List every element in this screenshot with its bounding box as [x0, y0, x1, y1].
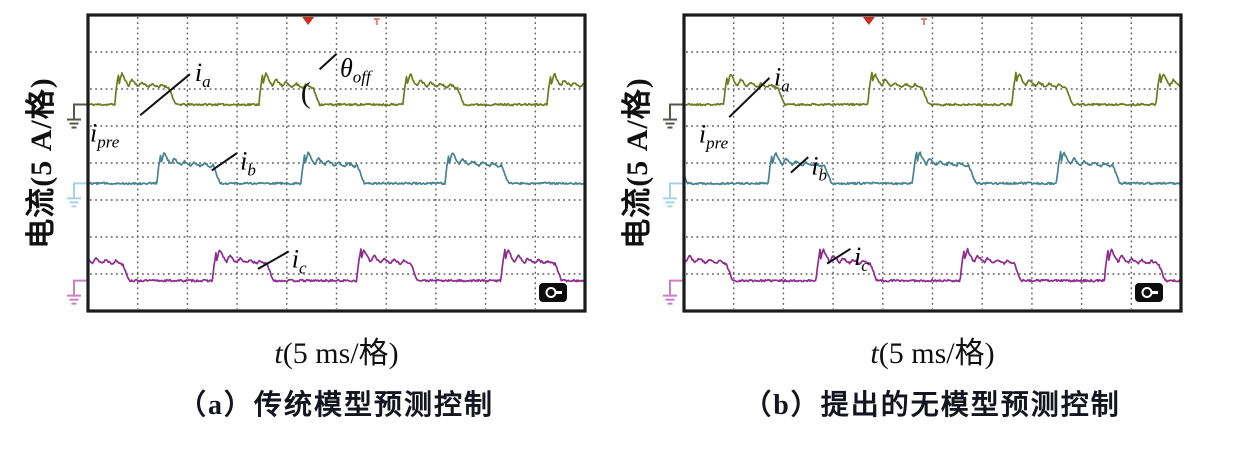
x-axis-label-a: t(5 ms/格) [88, 328, 585, 372]
oscilloscope-plot-b: ia ipre ib ic [663, 13, 1183, 313]
x-axis-symbol-t: t [870, 337, 879, 370]
oscilloscope-plot-a: ia ipre ( θoff ib ic [67, 13, 587, 313]
x-axis-label-b: t(5 ms/格) [684, 328, 1181, 372]
annotation-label-i-pre: ipre [90, 119, 120, 152]
x-axis-units: (5 ms/格) [878, 337, 995, 370]
aux-marker-icon [373, 18, 380, 25]
trace-i_b [683, 150, 1182, 186]
scope-logo-badge [539, 283, 567, 302]
x-axis-symbol-t: t [274, 337, 283, 370]
annotation-label-i-a: ia [774, 62, 790, 95]
panel-a: 电流(5 A/格) ia ipre ( θoff ib ic t(5 ms/格) （a）传… [25, 13, 587, 421]
y-axis-label-a: 电流(5 A/格) [25, 77, 58, 249]
panel-b: 电流(5 A/格) ia ipre ib ic t(5 ms/格) （b）提出的无模型… [596, 0, 1213, 459]
trigger-marker-icon [302, 17, 315, 25]
annotation-label-i-b: ib [811, 151, 827, 184]
scope-logo-badge [1135, 283, 1163, 302]
annotation-leader-line [257, 250, 290, 270]
annotation-label-i-c: ic [292, 245, 307, 278]
ground-symbol-i_c [663, 279, 684, 305]
annotation-label-i-pre: ipre [699, 119, 729, 152]
oscilloscope-screen-b: ia ipre ib ic [663, 13, 1183, 313]
annotation-label-i-a: ia [195, 58, 211, 91]
annotation-label-θ-off: θoff [340, 53, 373, 86]
caption-a: （a）传统模型预测控制 [177, 390, 494, 421]
trace-i_c [683, 247, 1182, 283]
annotation-leader-line [139, 73, 191, 117]
ground-symbol-i_c [67, 279, 88, 305]
oscilloscope-screen-a: ia ipre ( θoff ib ic [67, 13, 587, 313]
annotation-leader-line [728, 77, 771, 118]
ground-symbol-i_b [663, 182, 684, 208]
annotation-leader-line [826, 247, 852, 265]
trace-i_c [87, 248, 586, 283]
y-axis-label-b: 电流(5 A/格) [621, 77, 654, 249]
annotation-label-i-b: ib [240, 146, 256, 179]
trace-i_a [88, 72, 586, 107]
annotation-leader-line [318, 53, 338, 71]
x-axis-units: (5 ms/格) [282, 337, 399, 370]
ground-symbol-i_a [67, 103, 88, 129]
annotation-label-i-c: ic [854, 242, 869, 275]
ground-symbol-i_b [67, 182, 88, 208]
trigger-marker-icon [862, 17, 875, 25]
theta-off-bracket: ( [301, 76, 311, 109]
trace-i_b [87, 151, 585, 186]
ground-symbol-i_a [663, 103, 684, 129]
trace-i_a [683, 71, 1181, 107]
scope-border [86, 13, 587, 313]
scope-border [682, 13, 1183, 313]
annotation-leader-line [790, 156, 809, 174]
aux-marker-icon [921, 18, 928, 25]
caption-b: （b）提出的无模型预测控制 [743, 390, 1121, 421]
annotation-leader-line [211, 152, 238, 172]
